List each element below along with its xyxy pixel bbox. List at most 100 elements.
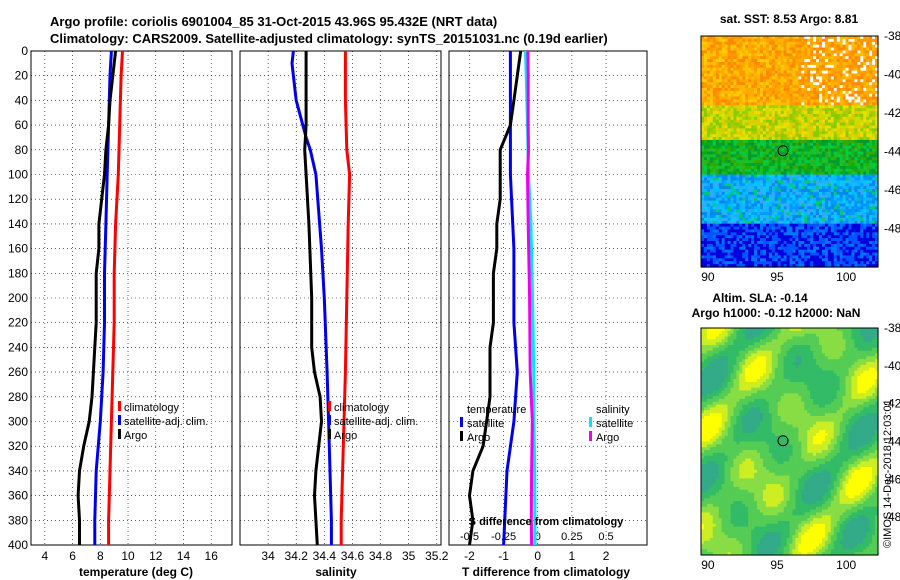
legend-title-salinity: salinity [596,404,630,416]
sst-map-title: sat. SST: 8.53 Argo: 8.81 [720,12,859,26]
map-pixels [701,36,879,268]
legend-swatch-climatology [328,401,331,411]
y-tick-label: 60 [15,118,29,132]
lon-tick-label: 90 [701,558,715,572]
legend-label-s-satellite: satellite [596,418,633,430]
x-tick-label: -2 [464,549,475,563]
top-x-tick-label: 0.25 [561,531,582,543]
lat-tick-label: -48 [884,510,900,524]
series-line-t-argo [468,50,523,546]
x-tick-label: 2 [603,549,610,563]
argo-position-marker [777,435,789,447]
temperature-panel: 4 6 8 10 12 14 1602040608010012014016018020022… [8,44,233,563]
lon-tick-label: 95 [770,270,784,284]
difference-xlabel: T difference from climatology [462,565,630,579]
legend-label-satellite: satellite-adj. clim. [124,416,208,428]
y-tick-label: 360 [8,489,28,503]
y-tick-label: 20 [15,69,29,83]
series-line-s-argo [526,50,534,546]
legend-label-climatology: climatology [334,402,390,414]
y-tick-label: 180 [8,266,28,280]
x-tick-label: 34.6 [341,549,365,563]
legend-label-t-satellite: satellite [467,418,504,430]
legend-label-t-argo: Argo [467,432,490,444]
series-line-climatology [107,50,124,545]
y-tick-label: 400 [8,538,28,552]
x-tick-label: 8 [97,549,104,563]
lat-tick-label: -44 [884,435,900,449]
argo-position-marker [777,145,789,157]
temperature-xlabel: temperature (deg C) [79,565,193,579]
sla-map-title-1: Altim. SLA: -0.14 [712,291,808,305]
title-line-1: Argo profile: coriolis 6901004_85 31-Oct… [50,14,497,29]
lon-tick-label: 100 [836,270,856,284]
map-frame [700,35,879,268]
y-tick-label: 340 [8,464,28,478]
x-tick-label: 4 [42,549,49,563]
difference-panel: -2 -1 0 1 2-0.5 -0.25 0 0.25 0.5 [448,50,648,563]
lon-tick-label: 100 [836,558,856,572]
y-tick-label: 280 [8,390,28,404]
salinity-xlabel: salinity [315,565,357,579]
lon-tick-label: 90 [701,270,715,284]
temperature-legend: climatology satellite-adj. clim. Argo [118,401,208,442]
y-tick-label: 120 [8,192,28,206]
map-pixels [701,328,879,556]
x-tick-label: 16 [205,549,219,563]
lat-tick-label: -46 [884,472,900,486]
sst-map: -38 -40 -42 -44 -46 -48 90 95 100 [700,29,900,284]
legend-swatch-t-argo [460,431,463,441]
legend-swatch-argo [118,429,121,439]
series-line-satellite-adj-clim- [290,50,333,545]
lat-tick-label: -38 [884,321,900,335]
y-tick-label: 380 [8,513,28,527]
lat-tick-label: -42 [884,397,900,411]
legend-title-temperature: temperature [467,404,526,416]
x-tick-label: 34.4 [313,549,337,563]
legend-swatch-argo [328,429,331,439]
lat-tick-label: -42 [884,106,900,120]
legend-swatch-s-satellite [589,417,592,427]
legend-swatch-t-satellite [460,417,463,427]
y-tick-label: 140 [8,217,28,231]
series-line-argo [303,51,323,546]
legend-label-satellite: satellite-adj. clim. [334,416,418,428]
y-tick-label: 260 [8,365,28,379]
x-tick-label: 6 [69,549,76,563]
y-tick-label: 200 [8,291,28,305]
salinity-legend: climatology satellite-adj. clim. Argo [328,401,418,442]
lat-tick-label: -44 [884,145,900,159]
x-tick-label: -1 [498,549,509,563]
lat-tick-label: -48 [884,222,900,236]
series-line-argo [76,50,118,545]
x-tick-label: 0 [534,549,541,563]
x-tick-label: 12 [149,549,163,563]
x-tick-label: 34.2 [285,549,309,563]
top-x-tick-label: 0 [535,531,541,543]
difference-top-axis-label: S difference from climatology [469,516,625,528]
imos-timestamp: ©IMOS 14-Dec-2018 12:03:01 [882,399,894,548]
difference-legend: temperature satellite Argo salinity sate… [460,404,633,444]
legend-swatch-satellite [328,415,331,425]
lat-tick-label: -38 [884,29,900,43]
legend-swatch-satellite [118,415,121,425]
y-tick-label: 40 [15,93,29,107]
legend-label-s-argo: Argo [596,432,619,444]
sla-map: -38 -40 -42 -44 -46 -48 90 95 100 [700,321,900,572]
sla-map-title-2: Argo h1000: -0.12 h2000: NaN [692,306,861,320]
top-x-tick-label: 0.5 [598,531,613,543]
x-tick-label: 34.8 [369,549,393,563]
x-tick-label: 34 [261,549,275,563]
y-tick-label: 300 [8,415,28,429]
title-line-2: Climatology: CARS2009. Satellite-adjuste… [50,31,608,46]
lon-tick-label: 95 [770,558,784,572]
map-frame [700,327,879,556]
y-tick-label: 80 [15,143,29,157]
y-tick-label: 320 [8,439,28,453]
y-tick-label: 100 [8,168,28,182]
x-tick-label: 10 [121,549,135,563]
legend-label-climatology: climatology [124,402,180,414]
y-tick-label: 240 [8,340,28,354]
salinity-panel: 34 34.2 34.4 34.6 34.8 35 35.2 [239,50,449,563]
